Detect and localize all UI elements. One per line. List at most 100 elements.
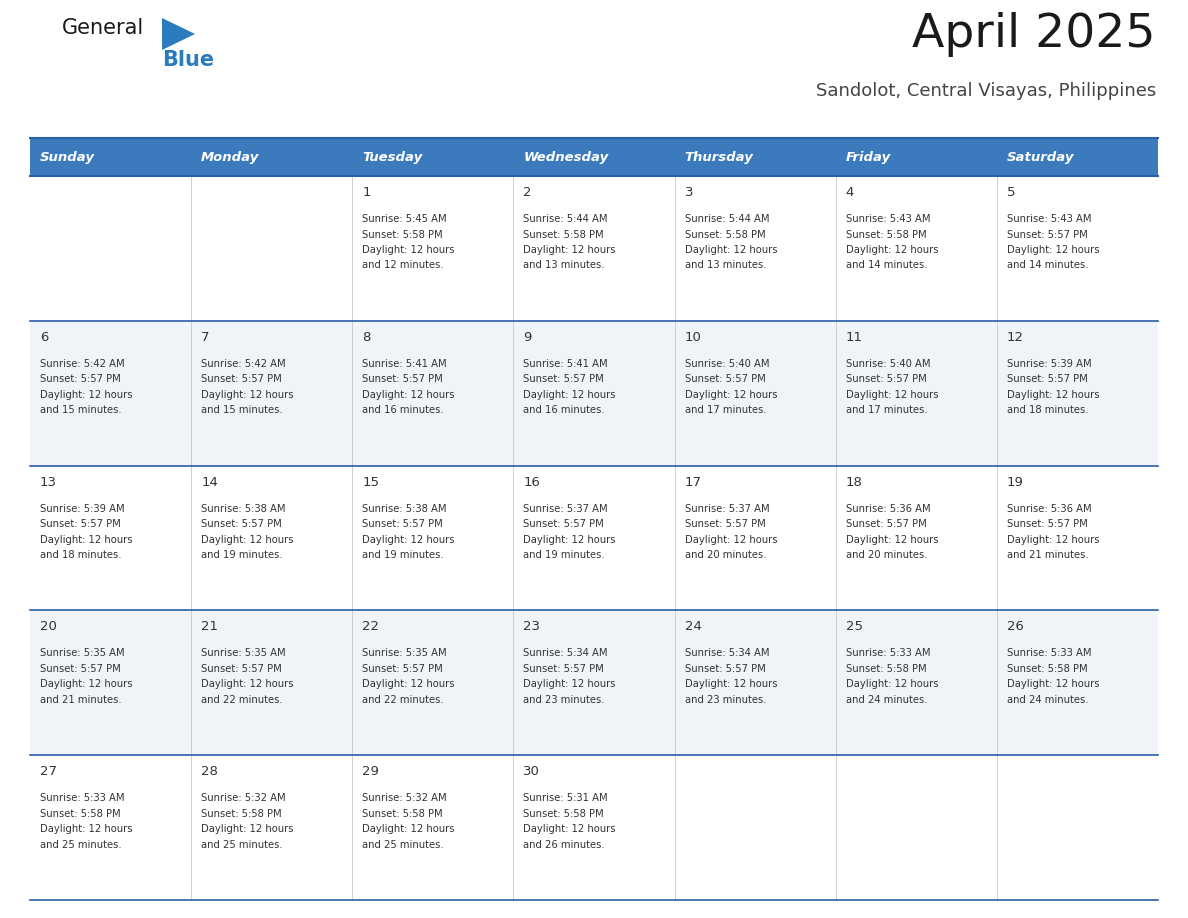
Text: Sunrise: 5:33 AM: Sunrise: 5:33 AM [846,648,930,658]
Text: Sunset: 5:57 PM: Sunset: 5:57 PM [684,664,765,674]
Text: Daylight: 12 hours: Daylight: 12 hours [846,679,939,689]
Text: and 19 minutes.: and 19 minutes. [524,550,605,560]
Bar [835,138,997,176]
Text: Daylight: 12 hours: Daylight: 12 hours [201,679,293,689]
Text: 29: 29 [362,766,379,778]
Text: and 25 minutes.: and 25 minutes. [40,840,121,850]
Text: and 20 minutes.: and 20 minutes. [684,550,766,560]
Text: Sunset: 5:58 PM: Sunset: 5:58 PM [524,230,604,240]
Text: and 23 minutes.: and 23 minutes. [524,695,605,705]
Text: Sunrise: 5:39 AM: Sunrise: 5:39 AM [1007,359,1092,369]
Bar [997,138,1158,176]
Text: Sunrise: 5:38 AM: Sunrise: 5:38 AM [362,504,447,513]
Bar [191,138,353,176]
Text: 12: 12 [1007,330,1024,344]
Text: Sunset: 5:57 PM: Sunset: 5:57 PM [524,519,605,529]
Text: 18: 18 [846,476,862,488]
Text: Sunrise: 5:42 AM: Sunrise: 5:42 AM [40,359,125,369]
Text: and 18 minutes.: and 18 minutes. [1007,406,1088,415]
Text: Sunrise: 5:38 AM: Sunrise: 5:38 AM [201,504,285,513]
Bar [675,138,835,176]
Text: 23: 23 [524,621,541,633]
Text: Sandolot, Central Visayas, Philippines: Sandolot, Central Visayas, Philippines [816,82,1156,100]
Text: Sunset: 5:57 PM: Sunset: 5:57 PM [201,375,282,385]
Text: 2: 2 [524,186,532,199]
Text: Thursday: Thursday [684,151,753,163]
Text: Sunrise: 5:45 AM: Sunrise: 5:45 AM [362,214,447,224]
Bar [30,610,1158,756]
Text: General: General [62,18,144,38]
Bar [30,176,1158,320]
Text: and 20 minutes.: and 20 minutes. [846,550,927,560]
Text: Daylight: 12 hours: Daylight: 12 hours [40,390,133,400]
Text: Friday: Friday [846,151,891,163]
Text: Sunrise: 5:44 AM: Sunrise: 5:44 AM [524,214,608,224]
Text: 8: 8 [362,330,371,344]
Text: Daylight: 12 hours: Daylight: 12 hours [846,390,939,400]
Text: Daylight: 12 hours: Daylight: 12 hours [684,245,777,255]
Text: Daylight: 12 hours: Daylight: 12 hours [201,824,293,834]
Text: Sunset: 5:57 PM: Sunset: 5:57 PM [40,664,121,674]
Text: Sunset: 5:57 PM: Sunset: 5:57 PM [684,519,765,529]
Text: Daylight: 12 hours: Daylight: 12 hours [846,534,939,544]
Text: Sunrise: 5:37 AM: Sunrise: 5:37 AM [684,504,769,513]
Text: Sunset: 5:57 PM: Sunset: 5:57 PM [40,375,121,385]
Text: Daylight: 12 hours: Daylight: 12 hours [201,390,293,400]
Text: Sunrise: 5:41 AM: Sunrise: 5:41 AM [362,359,447,369]
Text: Daylight: 12 hours: Daylight: 12 hours [201,534,293,544]
Text: and 24 minutes.: and 24 minutes. [1007,695,1088,705]
Text: Sunrise: 5:35 AM: Sunrise: 5:35 AM [201,648,286,658]
Text: and 23 minutes.: and 23 minutes. [684,695,766,705]
Text: and 13 minutes.: and 13 minutes. [684,261,766,271]
Text: Sunset: 5:57 PM: Sunset: 5:57 PM [524,375,605,385]
Text: Sunset: 5:57 PM: Sunset: 5:57 PM [40,519,121,529]
Text: 10: 10 [684,330,701,344]
Text: Sunset: 5:58 PM: Sunset: 5:58 PM [684,230,765,240]
Text: Tuesday: Tuesday [362,151,423,163]
Text: 26: 26 [1007,621,1024,633]
Text: and 17 minutes.: and 17 minutes. [846,406,928,415]
Text: 17: 17 [684,476,702,488]
Text: and 24 minutes.: and 24 minutes. [846,695,927,705]
Text: Sunset: 5:57 PM: Sunset: 5:57 PM [524,664,605,674]
Text: Daylight: 12 hours: Daylight: 12 hours [684,679,777,689]
Text: Sunrise: 5:32 AM: Sunrise: 5:32 AM [362,793,447,803]
Text: and 19 minutes.: and 19 minutes. [201,550,283,560]
Bar [353,138,513,176]
Text: Daylight: 12 hours: Daylight: 12 hours [684,534,777,544]
Text: Sunrise: 5:34 AM: Sunrise: 5:34 AM [684,648,769,658]
Text: and 15 minutes.: and 15 minutes. [40,406,121,415]
Bar [30,320,1158,465]
Text: Sunday: Sunday [40,151,95,163]
Text: Blue: Blue [162,50,214,70]
Text: 4: 4 [846,186,854,199]
Text: and 21 minutes.: and 21 minutes. [40,695,121,705]
Text: 14: 14 [201,476,219,488]
Text: Daylight: 12 hours: Daylight: 12 hours [524,824,615,834]
Text: Sunrise: 5:32 AM: Sunrise: 5:32 AM [201,793,286,803]
Text: Sunset: 5:57 PM: Sunset: 5:57 PM [1007,230,1087,240]
Bar [513,138,675,176]
Text: 6: 6 [40,330,49,344]
Text: April 2025: April 2025 [912,12,1156,57]
Text: and 22 minutes.: and 22 minutes. [201,695,283,705]
Text: 3: 3 [684,186,693,199]
Text: Sunrise: 5:33 AM: Sunrise: 5:33 AM [1007,648,1092,658]
Text: Sunset: 5:58 PM: Sunset: 5:58 PM [40,809,121,819]
Text: Daylight: 12 hours: Daylight: 12 hours [524,390,615,400]
Text: Sunrise: 5:36 AM: Sunrise: 5:36 AM [846,504,930,513]
Text: Daylight: 12 hours: Daylight: 12 hours [1007,534,1099,544]
Text: Sunrise: 5:35 AM: Sunrise: 5:35 AM [40,648,125,658]
Text: Saturday: Saturday [1007,151,1074,163]
Text: 19: 19 [1007,476,1024,488]
Polygon shape [162,18,195,50]
Bar [30,138,191,176]
Text: 30: 30 [524,766,541,778]
Text: Daylight: 12 hours: Daylight: 12 hours [40,679,133,689]
Text: Sunset: 5:57 PM: Sunset: 5:57 PM [1007,375,1087,385]
Text: Sunrise: 5:44 AM: Sunrise: 5:44 AM [684,214,769,224]
Text: Sunrise: 5:40 AM: Sunrise: 5:40 AM [684,359,769,369]
Text: Sunset: 5:57 PM: Sunset: 5:57 PM [201,664,282,674]
Text: and 14 minutes.: and 14 minutes. [1007,261,1088,271]
Bar [30,756,1158,900]
